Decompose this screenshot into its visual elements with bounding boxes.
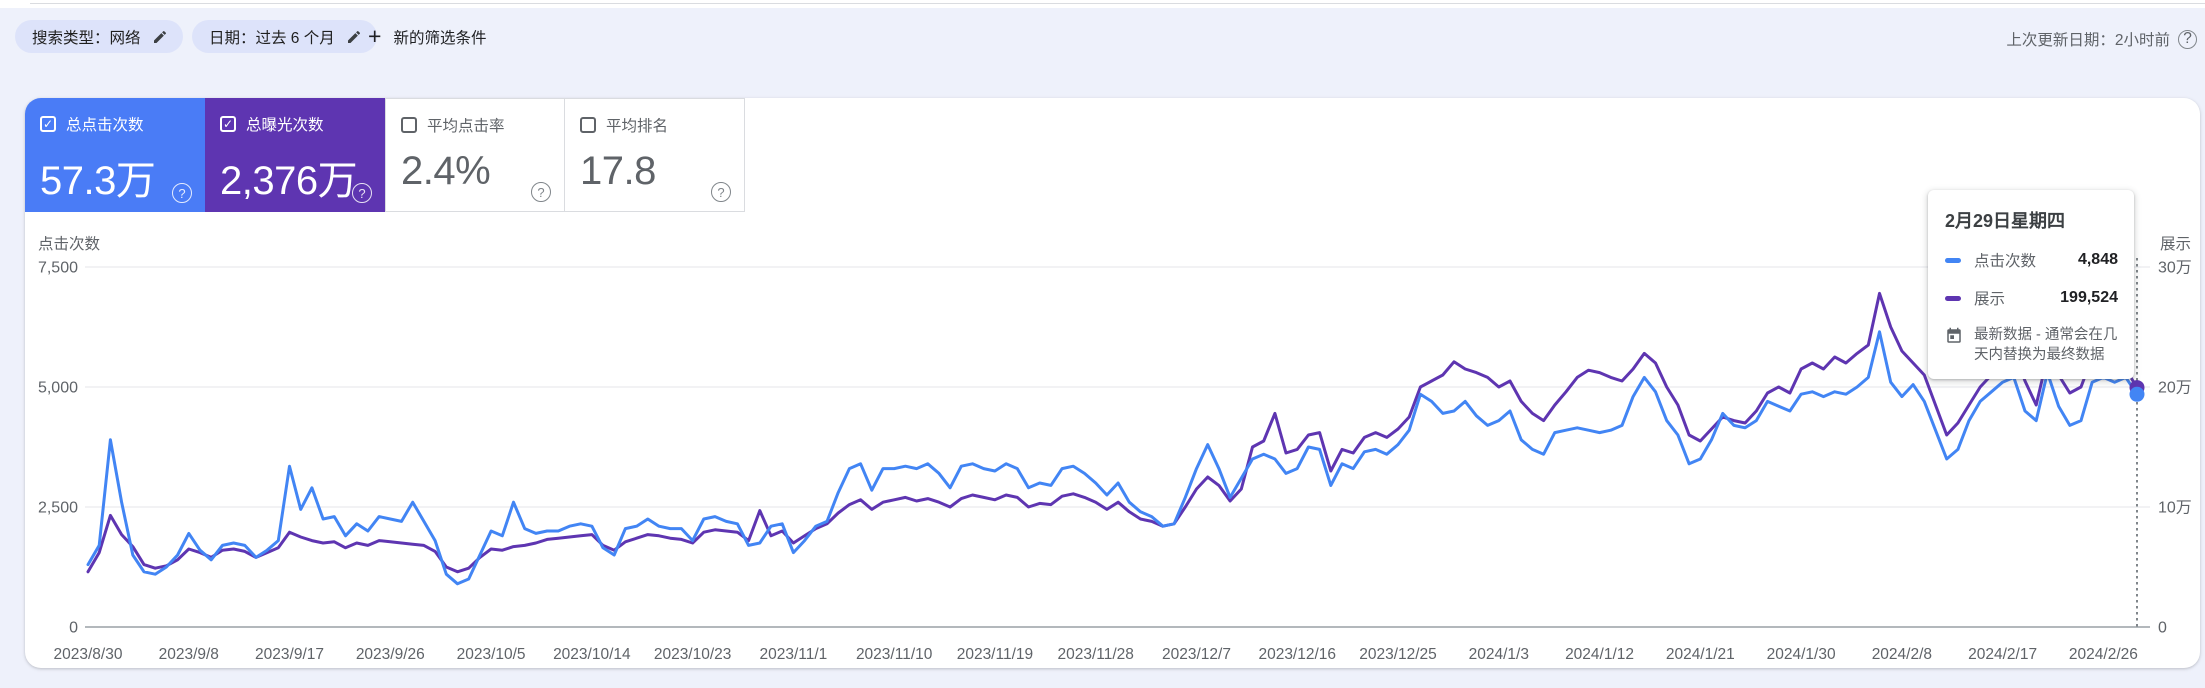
tile-average-ctr[interactable]: 平均点击率 2.4% ? <box>385 98 565 212</box>
tile-average-position[interactable]: 平均排名 17.8 ? <box>565 98 745 212</box>
checkbox-unchecked-icon[interactable] <box>401 117 417 133</box>
edit-pencil-icon <box>347 30 360 43</box>
help-icon[interactable]: ? <box>711 182 731 202</box>
x-axis-date-label: 2024/2/17 <box>1968 646 2037 663</box>
tooltip-row-value: 199,524 <box>2060 289 2118 306</box>
impressions-legend-dash-icon <box>1945 295 1961 301</box>
right-axis-tick: 0 <box>2158 620 2167 637</box>
x-axis-date-label: 2023/11/19 <box>957 646 1033 663</box>
clicks-hover-dot <box>2129 386 2145 402</box>
left-axis-tick: 7,500 <box>38 260 78 277</box>
tooltip-date: 2月29日星期四 <box>1945 211 2066 231</box>
x-axis-date-label: 2023/9/17 <box>255 646 324 663</box>
tooltip-row-label: 展示 <box>1974 291 2006 308</box>
add-filter-button[interactable]: + 新的筛选条件 <box>360 20 494 53</box>
series-line-clicks <box>86 330 2139 586</box>
x-axis-date-label: 2023/11/10 <box>856 646 933 663</box>
tile-value: 17.8 <box>580 149 656 193</box>
chart-tooltip: 2月29日星期四 点击次数 4,848 展示 199,524 最新数据 - 通常… <box>1928 190 2134 379</box>
tile-label: 总点击次数 <box>66 117 144 134</box>
x-axis-date-label: 2023/11/28 <box>1057 646 1133 663</box>
x-axis-date-label: 2023/12/16 <box>1258 646 1336 663</box>
x-axis-date-label: 2024/1/30 <box>1767 646 1836 663</box>
tile-label: 平均点击率 <box>427 118 505 135</box>
plus-icon: + <box>368 23 382 49</box>
right-axis-tick: 10万 <box>2158 500 2192 517</box>
x-axis-date-label: 2023/9/8 <box>159 646 219 663</box>
tooltip-fresh-data-note: 最新数据 - 通常会在几天内替换为最终数据 <box>1945 325 2118 366</box>
tile-total-impressions[interactable]: ✓ 总曝光次数 2,376万 ? <box>205 98 385 212</box>
metric-tiles: ✓ 总点击次数 57.3万 ? ✓ 总曝光次数 2,376万 ? 平均点击率 2… <box>25 98 745 212</box>
tile-label: 总曝光次数 <box>246 117 324 134</box>
help-icon[interactable]: ? <box>2178 29 2197 49</box>
date-range-chip[interactable]: 日期：过去 6 个月 <box>192 20 377 53</box>
left-axis-tick: 0 <box>69 620 78 637</box>
x-axis-date-label: 2024/2/8 <box>1872 646 1932 663</box>
x-axis-date-label: 2023/10/5 <box>457 646 526 663</box>
clicks-legend-dash-icon <box>1945 257 1961 263</box>
tile-label: 平均排名 <box>606 118 669 135</box>
x-axis-date-label: 2023/11/1 <box>759 646 827 663</box>
left-axis-tick: 2,500 <box>38 500 78 517</box>
tooltip-note-text: 最新数据 - 通常会在几天内替换为最终数据 <box>1974 327 2118 364</box>
tile-value: 57.3万 <box>40 159 156 203</box>
x-axis-date-label: 2023/12/25 <box>1359 646 1437 663</box>
x-axis-date-label: 2023/8/30 <box>54 646 123 663</box>
right-axis-title: 展示 <box>2160 236 2191 253</box>
tooltip-row-impressions: 展示 199,524 <box>1945 287 2118 309</box>
add-filter-label: 新的筛选条件 <box>393 29 487 47</box>
tooltip-row-clicks: 点击次数 4,848 <box>1945 249 2118 271</box>
last-updated: 上次更新日期：2小时前 ? <box>2006 28 2197 50</box>
tooltip-row-label: 点击次数 <box>1974 253 2037 270</box>
tooltip-row-value: 4,848 <box>2077 251 2118 268</box>
search-type-chip[interactable]: 搜索类型：网络 <box>15 20 183 53</box>
help-icon[interactable]: ? <box>531 182 551 202</box>
performance-card: ✓ 总点击次数 57.3万 ? ✓ 总曝光次数 2,376万 ? 平均点击率 2… <box>25 98 2200 668</box>
top-divider <box>0 0 2205 8</box>
left-axis-title: 点击次数 <box>38 235 101 253</box>
tile-total-clicks[interactable]: ✓ 总点击次数 57.3万 ? <box>25 98 205 212</box>
x-axis-date-label: 2023/9/26 <box>356 646 425 663</box>
date-range-chip-label: 日期：过去 6 个月 <box>209 29 335 47</box>
x-axis-date-label: 2023/10/23 <box>654 646 732 663</box>
x-axis-date-label: 2024/1/12 <box>1565 646 1634 663</box>
tile-value: 2.4% <box>401 149 491 193</box>
x-axis-date-label: 2023/10/14 <box>553 646 631 663</box>
x-axis-date-label: 2024/2/26 <box>2069 646 2138 663</box>
filter-bar: 搜索类型：网络 日期：过去 6 个月 + 新的筛选条件 上次更新日期：2小时前 … <box>0 8 2205 96</box>
search-type-chip-label: 搜索类型：网络 <box>32 29 141 47</box>
edit-pencil-icon <box>153 30 166 43</box>
tile-value: 2,376万 <box>220 159 358 203</box>
left-axis-tick: 5,000 <box>38 380 78 397</box>
series-line-impressions <box>86 291 2139 574</box>
checkbox-unchecked-icon[interactable] <box>580 117 596 133</box>
right-axis-tick: 30万 <box>2158 260 2192 277</box>
x-axis-date-label: 2024/1/3 <box>1469 646 1529 663</box>
help-icon[interactable]: ? <box>352 183 372 203</box>
x-axis-date-label: 2024/1/21 <box>1666 646 1735 663</box>
calendar-clock-icon <box>1947 327 1961 343</box>
checkbox-checked-icon[interactable]: ✓ <box>220 116 236 132</box>
help-icon[interactable]: ? <box>172 183 192 203</box>
last-updated-text: 上次更新日期：2小时前 <box>2006 32 2170 49</box>
checkbox-checked-icon[interactable]: ✓ <box>40 116 56 132</box>
x-axis-date-label: 2023/12/7 <box>1162 646 1231 663</box>
right-axis-tick: 20万 <box>2158 380 2192 397</box>
